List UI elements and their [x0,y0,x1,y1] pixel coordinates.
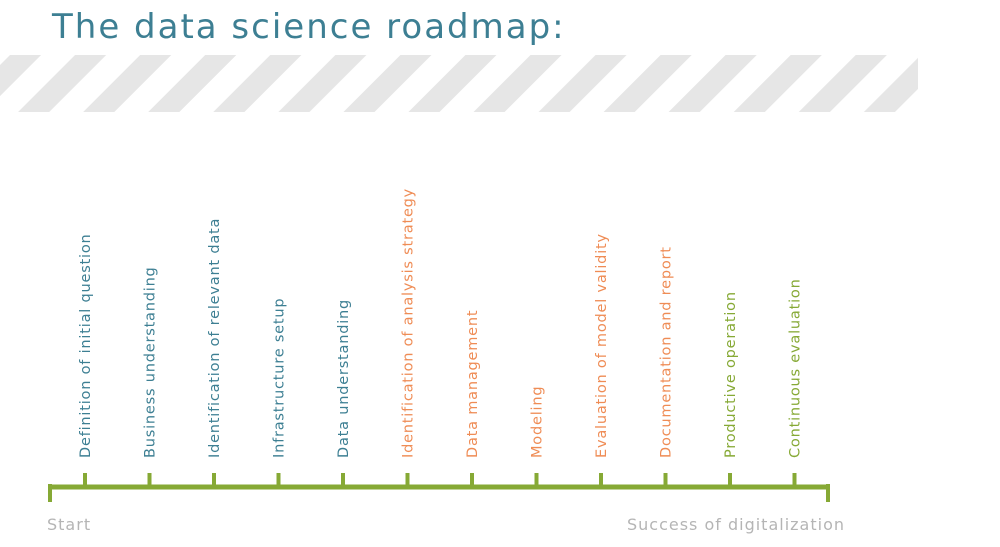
step-label: Business understanding [143,266,159,458]
step-label: Data understanding [336,299,352,458]
step-label: Data management [465,310,481,458]
step-label: Identification of relevant data [207,218,223,458]
step-label: Identification of analysis strategy [401,188,417,458]
step-label: Modeling [530,386,546,458]
start-label: Start [47,515,91,534]
timeline [48,484,830,502]
step-label: Continuous evaluation [788,278,804,458]
step-label: Definition of initial question [78,233,94,458]
title: The data science roadmap: [51,7,566,47]
step-label: Documentation and report [659,246,675,458]
end-label: Success of digitalization [627,515,845,534]
step-label: Productive operation [723,291,739,458]
step-label: Evaluation of model validity [594,233,610,458]
step-label: Infrastructure setup [272,298,288,458]
stripe-band [0,55,918,112]
